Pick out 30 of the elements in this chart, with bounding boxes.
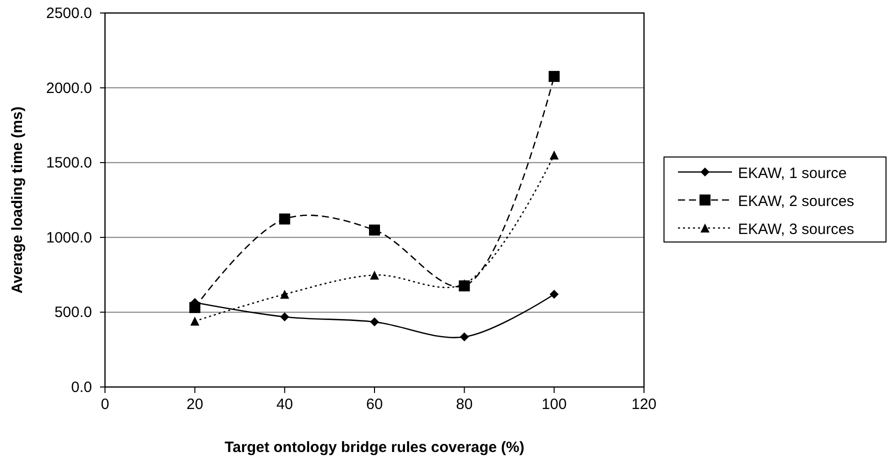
legend-label: EKAW, 1 source	[738, 165, 847, 182]
point	[370, 270, 379, 280]
y-tick-label: 1500.0	[46, 154, 92, 172]
x-tick-label: 100	[542, 396, 567, 413]
point	[189, 302, 200, 314]
y-tick-label: 2500.0	[46, 5, 92, 22]
y-tick-label: 500.0	[54, 304, 92, 322]
x-tick-label: 20	[186, 396, 204, 413]
x-axis-title: Target ontology bridge rules coverage (%)	[224, 439, 524, 456]
point	[460, 332, 469, 342]
point	[550, 150, 559, 160]
point	[548, 70, 560, 82]
x-tick-label: 80	[456, 396, 473, 413]
legend-label: EKAW, 2 sources	[738, 193, 854, 210]
y-axis-title: Average loading time (ms)	[9, 106, 26, 294]
point	[190, 316, 200, 326]
x-tick-label: 0	[100, 396, 110, 413]
point	[550, 290, 559, 299]
x-tick-label: 40	[276, 396, 294, 413]
point	[280, 312, 290, 322]
y-tick-label: 0.0	[71, 379, 92, 396]
point	[280, 290, 290, 299]
y-tick-label: 2000.0	[46, 80, 92, 97]
point	[369, 224, 380, 236]
x-tick-label: 120	[631, 396, 657, 413]
point	[279, 214, 290, 224]
point	[370, 317, 379, 326]
y-tick-label: 1000.0	[46, 229, 92, 246]
legend-label: EKAW, 3 sources	[738, 221, 854, 238]
x-tick-label: 60	[366, 396, 383, 413]
